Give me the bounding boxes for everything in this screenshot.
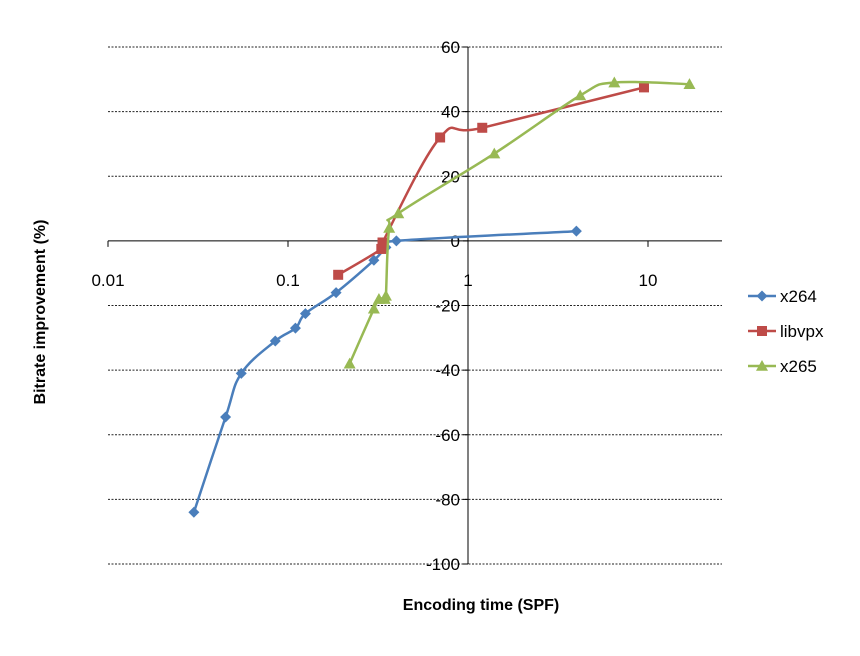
legend-swatch-marker <box>756 360 768 371</box>
legend-label: libvpx <box>780 322 824 341</box>
x265-point <box>367 302 380 314</box>
x265-point <box>488 147 501 159</box>
libvpx-point <box>376 243 387 254</box>
x265-series <box>343 76 696 369</box>
x265-point <box>383 221 396 233</box>
x265-point <box>608 76 621 88</box>
y-tick-label: 40 <box>441 103 460 122</box>
y-tick-label: -20 <box>435 297 460 316</box>
y-tick-label: -60 <box>435 426 460 445</box>
x-axis-title: Encoding time (SPF) <box>403 597 559 614</box>
series-layer <box>188 76 696 518</box>
y-tick-label: -40 <box>435 361 460 380</box>
x264-point <box>299 308 311 320</box>
x-tick-label: 0.1 <box>276 271 300 290</box>
x264-line <box>192 229 577 513</box>
legend: x264 libvpx x265 <box>748 287 824 376</box>
legend-item: x265 <box>748 357 817 376</box>
y-tick-label: 60 <box>441 38 460 57</box>
y-tick-label: 0 <box>451 232 460 251</box>
y-axis-title: Bitrate improvement (%) <box>32 220 49 405</box>
tick-labels: -100 -80 -60 -40 -20 0 20 40 60 0.01 0.1 1 10 <box>91 38 657 574</box>
x264-point <box>220 411 232 423</box>
libvpx-series <box>333 82 649 280</box>
x-tick-label: 10 <box>639 271 658 290</box>
x265-point <box>343 357 356 369</box>
x265-point <box>392 207 405 219</box>
x264-point <box>330 287 342 299</box>
legend-swatch-marker <box>756 290 768 302</box>
x265-point <box>379 289 392 301</box>
libvpx-point <box>477 122 488 133</box>
libvpx-point <box>435 132 446 143</box>
x265-line <box>348 80 690 365</box>
x265-point <box>683 78 696 89</box>
axes <box>107 46 722 565</box>
x-tick-label: 1 <box>463 271 472 290</box>
y-tick-label: -100 <box>426 555 460 574</box>
y-tick-label: 20 <box>441 167 460 186</box>
x264-series <box>188 225 582 518</box>
libvpx-point <box>333 269 344 280</box>
libvpx-point <box>638 82 649 93</box>
x265-point <box>574 89 587 101</box>
grid-lines <box>108 46 722 565</box>
x264-point <box>188 506 200 518</box>
x264-point <box>269 335 281 347</box>
libvpx-point <box>377 237 388 248</box>
x264-point <box>235 367 247 379</box>
x264-point <box>289 322 301 334</box>
legend-label: x265 <box>780 357 817 376</box>
x264-point <box>570 225 582 237</box>
x-tick-label: 0.01 <box>91 271 124 290</box>
legend-label: x264 <box>780 287 817 306</box>
legend-item: libvpx <box>748 322 824 341</box>
legend-swatch-marker <box>757 326 767 336</box>
legend-item: x264 <box>748 287 817 306</box>
x264-point <box>368 254 380 266</box>
y-tick-label: -80 <box>435 490 460 509</box>
x264-point <box>390 235 402 247</box>
